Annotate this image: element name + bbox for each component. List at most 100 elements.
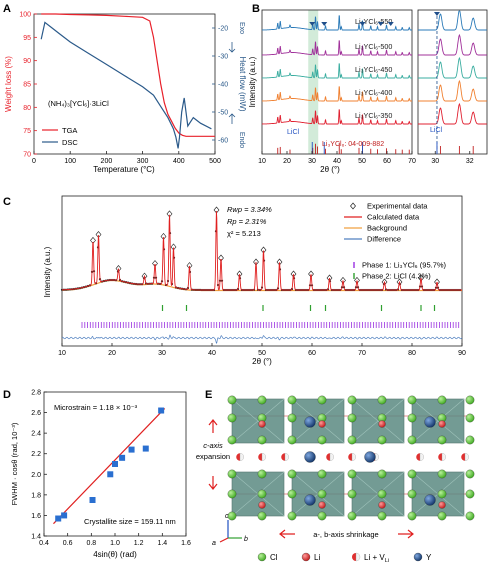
panel-c-x-tick-label: 70: [358, 350, 366, 357]
cl-atom: [465, 413, 475, 423]
panel-b-zoom-licl-label: LiCl: [430, 127, 443, 134]
panel-c-legend-label: Calculated data: [367, 213, 420, 222]
li-vacancy-atom-right: [419, 453, 424, 461]
ab-axis-label: a-, b-axis shrinkage: [313, 530, 378, 539]
panel-d-point: [142, 445, 149, 452]
panel-a-y-left-label: Weight loss (%): [4, 56, 13, 112]
panel-a-y-right-ticks: -20 -30 -40 -50 -60: [212, 26, 228, 145]
panel-d-letter: D: [3, 389, 11, 401]
cl-atom: [257, 435, 267, 445]
cl-atom: [465, 489, 475, 499]
panel-b-curve: [262, 109, 412, 125]
cl-atom: [347, 511, 357, 521]
li-vacancy-atom-left: [326, 453, 330, 461]
panel-b-zoom-x-tick-label: 32: [466, 158, 474, 165]
panel-a-x-label: Temperature (°C): [93, 165, 155, 174]
panel-d-microstrain: Microstrain = 1.18 × 10⁻³: [54, 403, 138, 412]
panel-b-curve-label: Li₃YCl₆-400: [355, 88, 392, 97]
panel-c-legend-marker: [350, 202, 356, 210]
panel-a-curves: [40, 13, 215, 149]
panel-a-x-tick-label: 500: [209, 158, 221, 165]
panel-a-y-left-tick-label: 100: [19, 12, 31, 19]
panel-b-curve: [262, 63, 412, 79]
y-atom: [424, 494, 436, 506]
li-vacancy-atom-left: [438, 453, 442, 461]
panel-c-x-tick-label: 30: [158, 350, 166, 357]
panel-c: C 10 20 30 40 50 60 70 80 90 Intensity (a.u.) 2θ…: [3, 195, 466, 366]
panel-b-x-tick-label: 70: [408, 158, 416, 165]
c-axis-up-arrow: [208, 419, 218, 433]
cl-atom: [257, 469, 267, 479]
cl-atom: [407, 435, 417, 445]
panel-d-y-tick-label: 1.4: [31, 534, 41, 541]
panel-a-y-right-tick-label: -20: [218, 26, 228, 33]
panel-c-phase-ticks: [81, 305, 460, 328]
panel-b-licl-marker: [309, 22, 316, 26]
cl-atom: [465, 395, 475, 405]
panel-c-stat-chi: χ² = 5.213: [227, 229, 261, 238]
panel-c-x-tick-label: 10: [58, 350, 66, 357]
panel-d-x-tick-label: 0.8: [86, 540, 96, 547]
legend-atom-li: [301, 552, 311, 562]
axis-a-label: a: [212, 540, 216, 547]
li-vacancy-atom-right: [441, 453, 446, 461]
panel-b-zoom-marker: [433, 12, 440, 16]
panel-b-zoom-curve: [418, 56, 487, 79]
panel-c-phase-legend-label: Phase 1: Li₃YCl₆ (95.7%): [362, 261, 447, 270]
panel-b-zoom-curve: [418, 33, 487, 56]
panel-a-y-left-tick-label: 70: [23, 152, 31, 159]
cl-atom: [347, 469, 357, 479]
li-vacancy-atom-left: [236, 453, 240, 461]
panel-a-y-left-tick-label: 90: [23, 58, 31, 65]
panel-b-licl-marker: [359, 22, 366, 26]
panel-b-zoom-frame: [417, 9, 488, 155]
polyhedron-edge: [351, 420, 405, 444]
panel-a-y-left-tick-label: 80: [23, 105, 31, 112]
cl-atom: [437, 395, 447, 405]
panel-b-zoom-x-tick-label: 30: [431, 158, 439, 165]
cl-atom: [347, 413, 357, 423]
panel-b-x-tick-label: 40: [333, 158, 341, 165]
y-atom: [424, 416, 436, 428]
cl-atom: [347, 435, 357, 445]
panel-d-y-ticks: 1.4 1.6 1.8 2.0 2.2 2.4 2.6 2.8: [31, 390, 47, 541]
panel-b-reference-ticks: [277, 142, 474, 154]
li-vacancy-atom-right: [239, 453, 244, 461]
panel-b-x-tick-label: 10: [258, 158, 266, 165]
cl-atom: [377, 511, 387, 521]
panel-c-experimental-marker: [340, 276, 346, 284]
cl-atom: [377, 395, 387, 405]
li-vacancy-atom-right: [351, 453, 356, 461]
panel-d-fit-line: [53, 408, 166, 525]
cl-atom: [437, 469, 447, 479]
panel-b-curve-labels: Li₃YCl₆-550 Li₃YCl₆-500 Li₃YCl₆-450 Li₃YCl₆…: [309, 17, 394, 120]
cl-atom: [287, 395, 297, 405]
panel-b-curve-label: Li₃YCl₆-350: [355, 111, 392, 120]
cl-atom: [317, 469, 327, 479]
panel-a-x-tick-label: 0: [32, 158, 36, 165]
panel-c-y-label: Intensity (a.u.): [43, 246, 52, 297]
panel-c-legend-label: Difference: [367, 235, 401, 244]
legend-li-v-right: [355, 552, 361, 562]
panel-b-x-tick-label: 30: [308, 158, 316, 165]
panel-b-licl-marker: [321, 22, 328, 26]
panel-e: E c-axis expansion a-, b-axis shrinkage …: [196, 389, 475, 564]
panel-c-x-tick-label: 60: [308, 350, 316, 357]
li-atom: [318, 420, 326, 428]
panel-c-x-tick-label: 80: [408, 350, 416, 357]
cl-atom: [227, 469, 237, 479]
panel-c-phase-legend-label: Phase 2: LiCl (4.3%): [362, 272, 431, 281]
panel-d-points: [55, 407, 165, 522]
cl-atom: [465, 435, 475, 445]
panel-b-ref-label: Li₃YCl₆: 04-009-882: [322, 141, 384, 148]
panel-a-y-right-tick-label: -30: [218, 54, 228, 61]
li-vacancy-atom-right: [329, 453, 334, 461]
legend-label: Y: [426, 553, 432, 562]
panel-a-endo-arrow: [228, 113, 236, 124]
cl-atom: [465, 469, 475, 479]
panel-b-x-tick-label: 50: [358, 158, 366, 165]
panel-d-y-tick-label: 2.4: [31, 431, 41, 438]
li-vacancy-atom-right: [261, 453, 266, 461]
panel-b-zoom-curve: [418, 79, 487, 102]
panel-d-crystallite: Crystallite size = 159.11 nm: [84, 517, 176, 526]
